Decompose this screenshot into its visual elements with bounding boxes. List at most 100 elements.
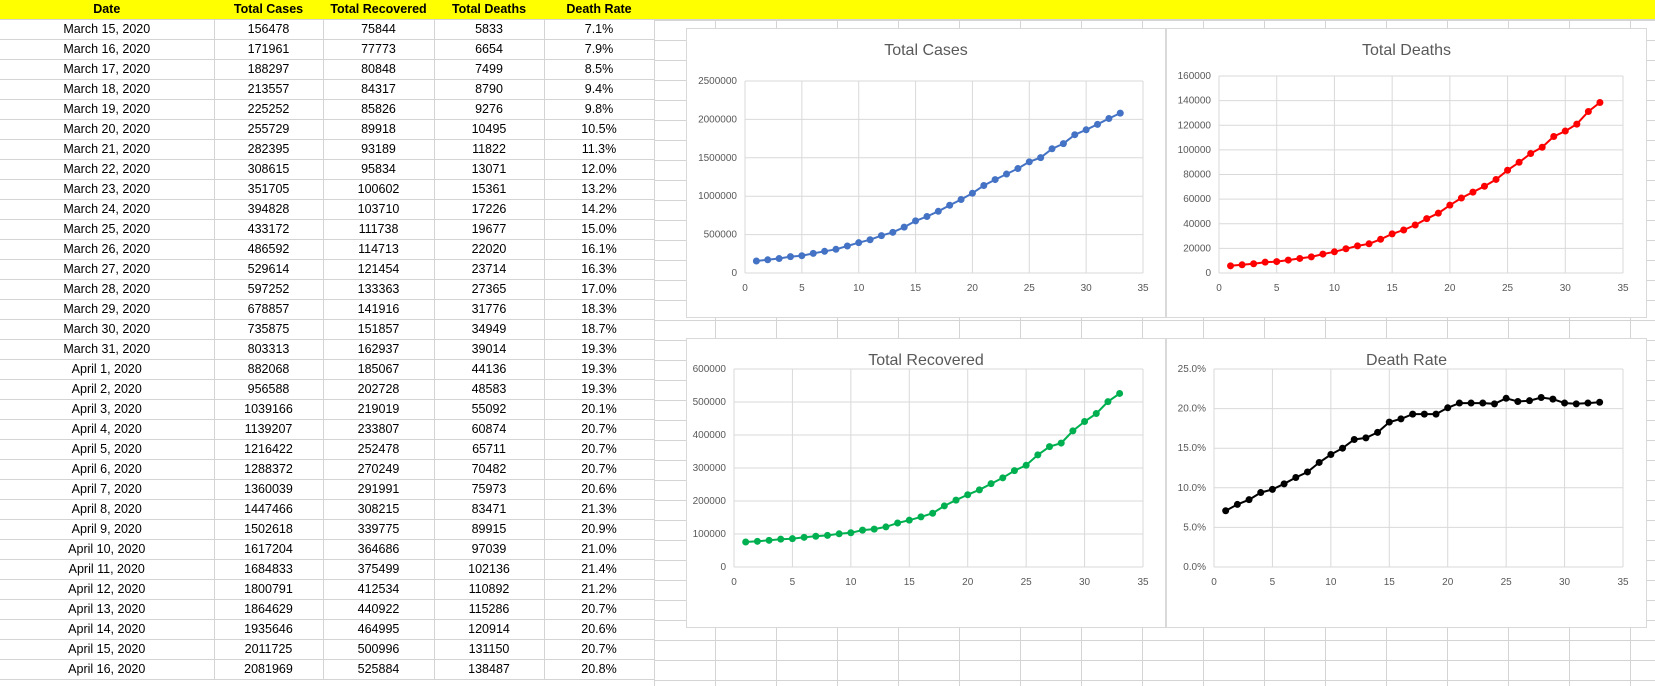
cell-death-rate[interactable]: 10.5% <box>544 119 655 140</box>
cell-total-cases[interactable]: 1800791 <box>214 579 324 600</box>
data-point[interactable] <box>1400 226 1408 234</box>
cell-total-cases[interactable]: 597252 <box>214 279 324 300</box>
data-point[interactable] <box>980 182 988 190</box>
cell-total-recovered[interactable]: 252478 <box>323 439 435 460</box>
cell-total-recovered[interactable]: 133363 <box>323 279 435 300</box>
data-point[interactable] <box>1082 126 1090 134</box>
data-point[interactable] <box>1319 250 1327 258</box>
cell-total-cases[interactable]: 255729 <box>214 119 324 140</box>
data-point[interactable] <box>877 232 885 240</box>
data-point[interactable] <box>1432 410 1440 418</box>
cell-total-deaths[interactable]: 17226 <box>434 199 545 220</box>
cell-death-rate[interactable]: 20.6% <box>544 619 655 640</box>
data-point[interactable] <box>975 486 983 494</box>
data-point[interactable] <box>832 245 840 253</box>
cell-total-deaths[interactable]: 8790 <box>434 79 545 100</box>
cell-total-deaths[interactable]: 97039 <box>434 539 545 560</box>
cell-total-deaths[interactable]: 13071 <box>434 159 545 180</box>
data-point[interactable] <box>905 516 913 524</box>
cell-total-cases[interactable]: 1684833 <box>214 559 324 580</box>
data-point[interactable] <box>1434 209 1442 217</box>
cell-total-cases[interactable]: 1447466 <box>214 499 324 520</box>
cell-death-rate[interactable]: 16.3% <box>544 259 655 280</box>
data-point[interactable] <box>788 535 796 543</box>
data-point[interactable] <box>1034 451 1042 459</box>
cell-total-recovered[interactable]: 185067 <box>323 359 435 380</box>
data-point[interactable] <box>1561 127 1569 135</box>
data-point[interactable] <box>1307 253 1315 261</box>
data-point[interactable] <box>1315 458 1323 466</box>
cell-total-cases[interactable]: 394828 <box>214 199 324 220</box>
data-point[interactable] <box>1397 415 1405 423</box>
cell-total-deaths[interactable]: 19677 <box>434 219 545 240</box>
cell-death-rate[interactable]: 21.2% <box>544 579 655 600</box>
cell-death-rate[interactable]: 20.7% <box>544 419 655 440</box>
cell-date[interactable]: April 2, 2020 <box>0 379 215 400</box>
data-point[interactable] <box>1538 143 1546 151</box>
data-point[interactable] <box>1227 262 1235 270</box>
cell-total-deaths[interactable]: 31776 <box>434 299 545 320</box>
data-point[interactable] <box>1365 240 1373 248</box>
cell-total-deaths[interactable]: 34949 <box>434 319 545 340</box>
data-point[interactable] <box>1584 399 1592 407</box>
cell-total-recovered[interactable]: 375499 <box>323 559 435 580</box>
data-point[interactable] <box>753 537 761 545</box>
data-point[interactable] <box>1010 467 1018 475</box>
data-point[interactable] <box>798 252 806 260</box>
cell-total-recovered[interactable]: 84317 <box>323 79 435 100</box>
cell-death-rate[interactable]: 20.7% <box>544 599 655 620</box>
data-point[interactable] <box>1296 254 1304 262</box>
data-point[interactable] <box>912 217 920 225</box>
cell-date[interactable]: March 30, 2020 <box>0 319 215 340</box>
data-point[interactable] <box>1374 428 1382 436</box>
data-point[interactable] <box>917 513 925 521</box>
data-point[interactable] <box>800 533 808 541</box>
cell-date[interactable]: April 6, 2020 <box>0 459 215 480</box>
cell-date[interactable]: April 14, 2020 <box>0 619 215 640</box>
data-point[interactable] <box>1596 98 1604 106</box>
data-point[interactable] <box>1526 397 1534 405</box>
cell-total-recovered[interactable]: 77773 <box>323 39 435 60</box>
cell-date[interactable]: March 31, 2020 <box>0 339 215 360</box>
chart-total-recovered[interactable]: Total Recovered 0 100000 200000 300000 400000… <box>686 338 1166 628</box>
cell-total-deaths[interactable]: 138487 <box>434 659 545 680</box>
data-point[interactable] <box>1071 131 1079 139</box>
cell-total-cases[interactable]: 433172 <box>214 219 324 240</box>
cell-total-deaths[interactable]: 83471 <box>434 499 545 520</box>
cell-total-recovered[interactable]: 339775 <box>323 519 435 540</box>
data-point[interactable] <box>889 228 897 236</box>
cell-total-cases[interactable]: 956588 <box>214 379 324 400</box>
header-total-deaths[interactable]: Total Deaths <box>434 0 545 20</box>
cell-death-rate[interactable]: 20.9% <box>544 519 655 540</box>
data-point[interactable] <box>1515 158 1523 166</box>
data-point[interactable] <box>987 480 995 488</box>
data-point[interactable] <box>1446 201 1454 209</box>
cell-total-recovered[interactable]: 114713 <box>323 239 435 260</box>
data-point[interactable] <box>1238 261 1246 269</box>
data-point[interactable] <box>777 535 785 543</box>
data-point[interactable] <box>823 531 831 539</box>
data-point[interactable] <box>1409 410 1417 418</box>
data-point[interactable] <box>1504 166 1512 174</box>
data-point[interactable] <box>1423 215 1431 223</box>
cell-total-cases[interactable]: 2081969 <box>214 659 324 680</box>
data-point[interactable] <box>859 526 867 534</box>
data-point[interactable] <box>1327 451 1335 459</box>
cell-date[interactable]: March 18, 2020 <box>0 79 215 100</box>
cell-date[interactable]: April 8, 2020 <box>0 499 215 520</box>
cell-date[interactable]: April 11, 2020 <box>0 559 215 580</box>
cell-date[interactable]: April 4, 2020 <box>0 419 215 440</box>
cell-total-deaths[interactable]: 22020 <box>434 239 545 260</box>
cell-date[interactable]: April 3, 2020 <box>0 399 215 420</box>
cell-total-recovered[interactable]: 219019 <box>323 399 435 420</box>
header-total-cases[interactable]: Total Cases <box>214 0 324 20</box>
cell-total-recovered[interactable]: 233807 <box>323 419 435 440</box>
cell-total-recovered[interactable]: 95834 <box>323 159 435 180</box>
cell-total-cases[interactable]: 1039166 <box>214 399 324 420</box>
data-point[interactable] <box>870 525 878 533</box>
data-point[interactable] <box>1330 248 1338 256</box>
cell-death-rate[interactable]: 20.7% <box>544 439 655 460</box>
cell-total-recovered[interactable]: 364686 <box>323 539 435 560</box>
data-point[interactable] <box>843 242 851 250</box>
data-point[interactable] <box>1584 108 1592 116</box>
